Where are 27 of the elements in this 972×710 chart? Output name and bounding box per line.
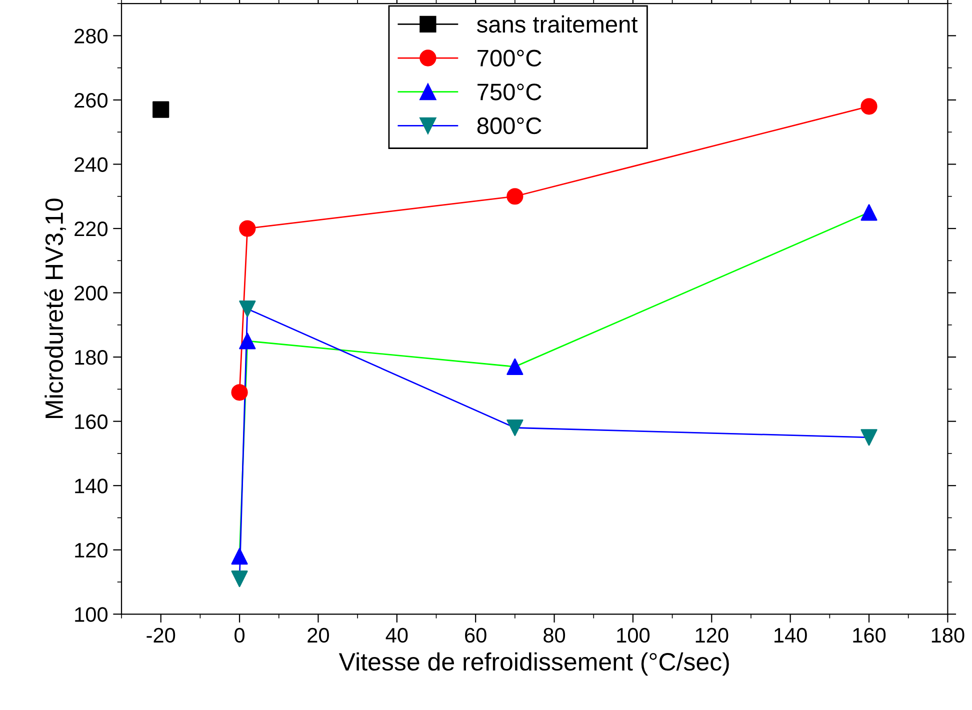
x-tick-label: 40 — [386, 628, 408, 643]
y-tick-label: 140 — [75, 478, 108, 494]
legend-label: 700°C — [478, 50, 542, 67]
x-tick-label: -20 — [146, 628, 176, 643]
x-tick-label: 80 — [544, 628, 566, 643]
legend-label: 750°C — [478, 84, 542, 100]
x-tick-label: 160 — [853, 628, 886, 643]
y-tick-label: 180 — [75, 350, 108, 365]
x-tick-label: 0 — [234, 628, 245, 643]
x-axis-title: Vitesse de refroidissement (°C/sec) — [338, 652, 729, 676]
x-tick-label: 20 — [308, 628, 329, 643]
y-tick-label: 160 — [75, 414, 108, 430]
legend-label: sans traitement — [476, 15, 638, 33]
y-tick-label: 120 — [75, 542, 108, 558]
x-tick-label: 100 — [617, 628, 650, 643]
x-tick-label: 120 — [696, 628, 728, 643]
x-tick-label: 180 — [932, 628, 964, 643]
y-tick-label: 260 — [74, 92, 108, 108]
x-tick-label: 60 — [465, 628, 486, 643]
x-tick-label: 140 — [774, 628, 807, 643]
y-tick-label: 220 — [74, 222, 108, 236]
y-tick-label: 200 — [74, 286, 108, 301]
y-tick-label: 100 — [75, 607, 108, 622]
legend-label: 800°C — [477, 117, 542, 134]
y-tick-label: 240 — [74, 157, 108, 172]
y-tick-label: 280 — [74, 28, 108, 44]
y-axis-title: Microdureté HV3,10 — [44, 198, 66, 418]
